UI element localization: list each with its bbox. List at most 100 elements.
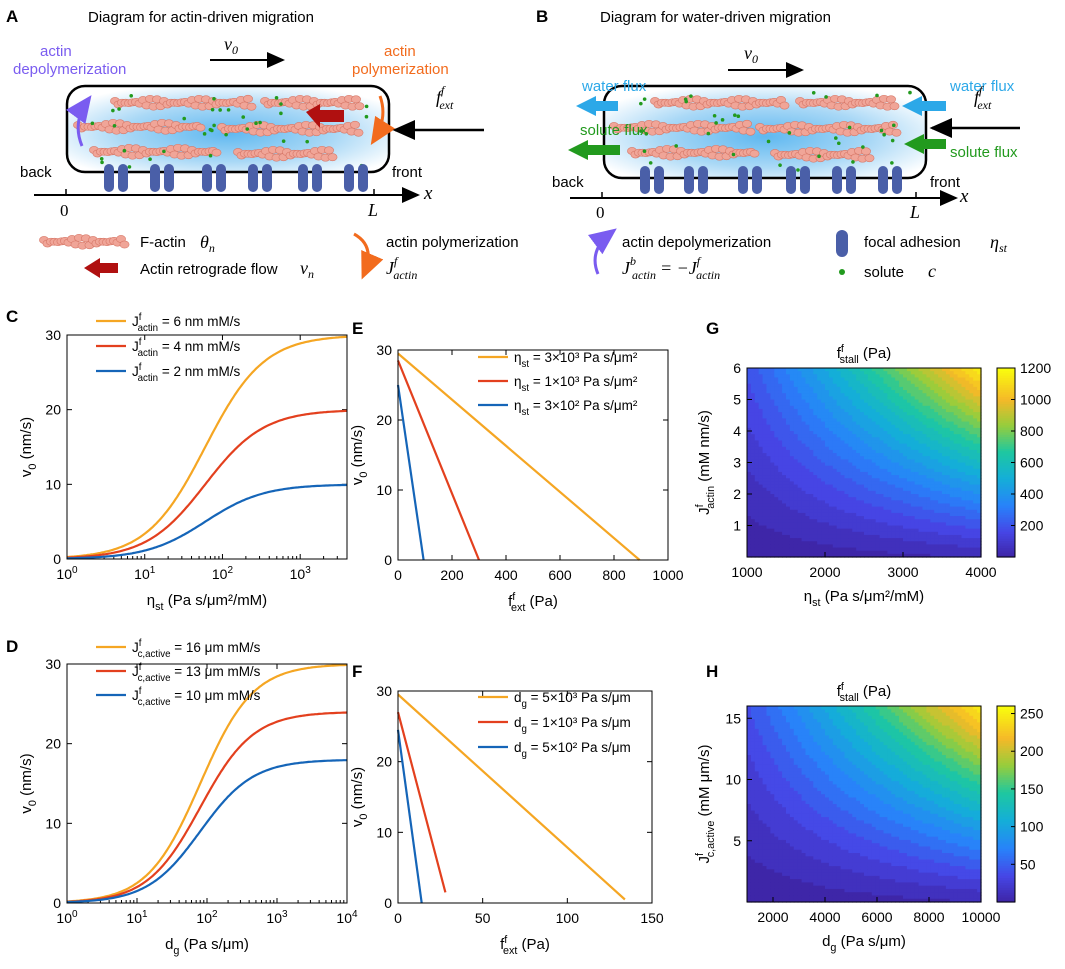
heatmap-cell — [957, 449, 963, 454]
heatmap-cell — [953, 490, 959, 495]
heatmap-cell — [922, 500, 927, 505]
heatmap-cell — [887, 440, 892, 445]
solute-dot — [778, 163, 782, 167]
heatmap-cell — [789, 544, 795, 549]
heatmap-cell — [856, 465, 861, 470]
heatmap-cell — [938, 481, 943, 486]
heatmap-cell — [969, 475, 974, 479]
heatmap-cell — [973, 531, 978, 536]
heatmap-cell — [813, 393, 818, 397]
heatmap-cell — [875, 449, 881, 454]
colorbar-cell — [997, 457, 1015, 461]
heatmap-cell — [953, 541, 959, 545]
heatmap-cell — [770, 833, 775, 838]
heatmap-cell — [961, 443, 966, 448]
heatmap-cell — [934, 449, 939, 454]
heatmap-cell — [801, 412, 807, 416]
heatmap-cell — [758, 446, 764, 451]
heatmap-cell — [906, 393, 912, 397]
heatmap-cell — [867, 541, 873, 545]
heatmap-cell — [903, 475, 908, 479]
heatmap-cell — [754, 531, 760, 536]
heatmap-cell — [856, 377, 861, 382]
heatmap-cell — [910, 399, 916, 404]
heatmap-cell — [879, 465, 885, 470]
water-flux-right-label: water flux — [949, 78, 1015, 95]
heatmap-cell — [774, 715, 779, 720]
heatmap-cell — [797, 534, 803, 539]
heatmap-cell — [770, 823, 775, 828]
heatmap-cell — [957, 525, 963, 530]
heatmap-cell — [778, 380, 783, 385]
heatmap-cell — [828, 487, 834, 492]
heatmap-cell — [926, 424, 931, 429]
heatmap-cell — [856, 481, 861, 486]
heatmap-cell — [903, 421, 908, 426]
heatmap-cell — [957, 541, 963, 545]
heatmap-cell — [926, 390, 931, 394]
heatmap-cell — [747, 797, 752, 802]
heatmap-cell — [766, 741, 771, 746]
heatmap-cell — [770, 424, 775, 429]
heatmap-cell — [821, 528, 826, 533]
heatmap-cell — [973, 399, 978, 404]
heatmap-cell — [914, 475, 920, 479]
heatmap-cell — [821, 408, 826, 413]
actin-poly-label-1: actin — [384, 43, 416, 60]
heatmap-cell — [871, 516, 877, 520]
heatmap-cell — [801, 534, 807, 539]
heatmap-cell — [852, 462, 857, 467]
heatmap-cell — [782, 494, 787, 498]
heatmap-cell — [875, 534, 881, 539]
heatmap-cell — [910, 459, 916, 464]
legend-label-1: Jf c,active = 16 μm mM/s — [132, 638, 261, 660]
heatmap-cell — [766, 849, 771, 854]
heatmap-cell — [766, 725, 771, 730]
heatmap-cell — [922, 374, 927, 379]
back-label-a: back — [20, 164, 52, 181]
heatmap-cell — [899, 487, 904, 492]
heatmap-cell — [895, 408, 900, 413]
heatmap-cell — [953, 437, 959, 442]
heatmap-cell — [864, 494, 869, 498]
heatmap-cell — [961, 494, 966, 498]
heatmap-cell — [813, 412, 818, 416]
heatmap-cell — [860, 490, 865, 495]
heatmap-cell — [750, 487, 756, 492]
heatmap-cell — [758, 531, 764, 536]
heatmap-cell — [809, 490, 814, 495]
heatmap-cell — [969, 399, 974, 404]
heatmap-cell — [883, 453, 888, 457]
colorbar-cell — [997, 547, 1015, 551]
heatmap-cell — [782, 418, 787, 423]
heatmap-cell — [786, 516, 791, 520]
actin-bead — [864, 154, 875, 163]
heatmap-cell — [871, 534, 877, 539]
heatmap-cell — [875, 399, 881, 404]
heatmap-cell — [934, 550, 939, 555]
heatmap-cell — [762, 408, 768, 413]
heatmap-cell — [848, 440, 853, 445]
heatmap-cell — [938, 440, 943, 445]
heatmap-cell — [961, 550, 966, 555]
heatmap-cell — [805, 544, 810, 549]
heatmap-cell — [817, 371, 822, 375]
heatmap-cell — [825, 390, 830, 394]
heatmap-cell — [852, 538, 857, 542]
heatmap-cell — [754, 374, 760, 379]
heatmap-cell — [821, 541, 826, 545]
heatmap-cell — [891, 506, 896, 511]
series-line-1 — [397, 352, 641, 561]
heatmap-cell — [969, 456, 974, 460]
heatmap-cell — [914, 509, 920, 514]
heatmap-cell — [949, 402, 955, 407]
heatmap-cell — [867, 487, 873, 492]
heatmap-cell — [957, 412, 963, 416]
heatmap-cell — [770, 377, 775, 382]
heatmap-cell — [778, 443, 783, 448]
heatmap-cell — [750, 427, 756, 432]
heatmap-cell — [899, 456, 904, 460]
heatmap-cell — [817, 503, 822, 508]
heatmap-cell — [766, 437, 771, 442]
heatmap-cell — [887, 390, 892, 394]
